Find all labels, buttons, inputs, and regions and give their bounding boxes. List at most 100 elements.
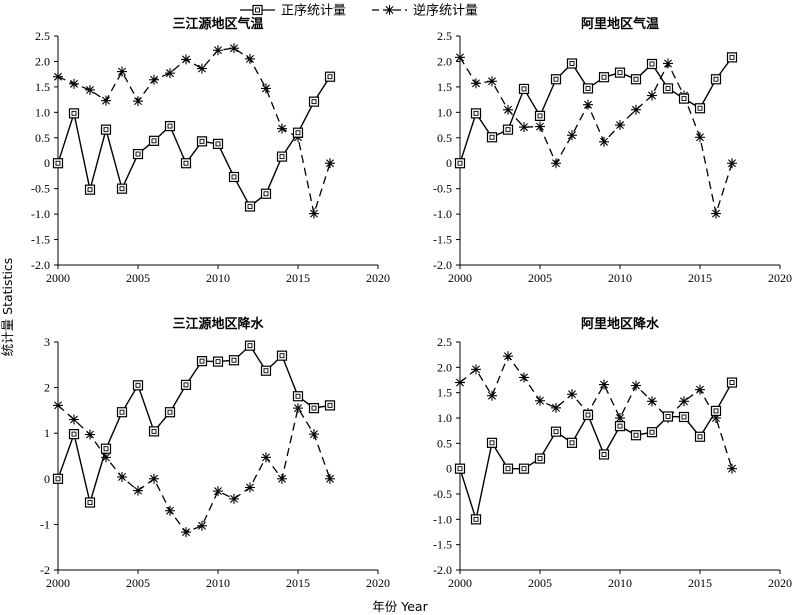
series-line-backward	[57, 47, 331, 217]
point-forward	[308, 96, 320, 107]
panel-title: 阿里地区气温	[581, 16, 659, 32]
point-backward	[101, 95, 111, 106]
panel-title: 阿里地区降水	[581, 316, 660, 332]
point-backward	[213, 45, 223, 56]
point-backward	[631, 380, 641, 391]
point-forward	[470, 108, 482, 119]
point-forward	[196, 356, 208, 367]
y-tick-label: -1.0	[433, 512, 452, 526]
y-tick-label: 0	[44, 156, 50, 170]
point-backward	[727, 463, 737, 474]
y-tick-label: 2	[44, 381, 50, 395]
point-backward	[695, 132, 705, 143]
panel-title: 三江源地区降水	[172, 316, 264, 332]
point-forward	[148, 426, 160, 437]
y-tick-label: 1.0	[437, 105, 452, 119]
point-forward	[678, 411, 690, 423]
y-tick-label: 1.0	[35, 105, 50, 119]
x-tick-label: 2005	[126, 576, 150, 590]
point-backward	[727, 158, 737, 169]
point-backward	[325, 473, 335, 484]
x-tick-label: 2020	[366, 271, 390, 285]
series-line-backward	[459, 57, 733, 217]
y-tick-label: 1	[44, 426, 50, 440]
point-backward	[85, 429, 95, 440]
point-forward	[324, 400, 336, 411]
point-forward	[260, 188, 272, 199]
chart-panel-1: 三江源地区气温 -2.0 -1.5 -1.0 -0.5 0 0.5 1.0 1.5 2.0 2.5 2…	[31, 16, 390, 285]
x-axis-label: 年份 Year	[372, 599, 428, 614]
x-tick-label: 2015	[688, 271, 712, 285]
point-backward	[117, 471, 127, 482]
panel-title: 三江源地区气温	[172, 16, 263, 32]
point-forward	[486, 132, 498, 143]
point-forward	[84, 497, 96, 508]
y-tick-label: -1	[40, 517, 50, 531]
legend-backward-label: 逆序统计量	[413, 3, 478, 19]
chart-panel-2: 阿里地区气温 -2.0 -1.5 -1.0 -0.5 0 0.5 1.0 1.5 2.0 2.5 20…	[433, 16, 792, 285]
series-line-forward	[57, 344, 331, 506]
point-backward	[149, 74, 159, 85]
point-forward	[470, 514, 482, 525]
point-forward	[454, 463, 466, 474]
point-backward	[293, 403, 303, 414]
point-forward	[212, 138, 224, 149]
point-forward	[694, 103, 706, 114]
y-tick-label: -2	[40, 563, 50, 577]
legend-backward-marker	[384, 5, 395, 15]
point-backward	[535, 121, 545, 132]
y-tick-label: 1.5	[437, 80, 452, 94]
point-forward	[52, 473, 64, 484]
y-tick-label: -2.0	[433, 258, 452, 272]
y-tick-label: -1.0	[31, 207, 50, 221]
point-forward	[100, 443, 112, 454]
point-forward	[228, 355, 240, 366]
legend-forward-marker-inner	[255, 7, 260, 13]
point-forward	[550, 74, 562, 85]
point-forward	[196, 136, 208, 147]
y-tick-label: -0.5	[31, 182, 50, 196]
y-tick-label: -1.5	[433, 233, 452, 247]
chart-panel-3: 三江源地区降水 -2 -1 0 1 2 3 2000 2005 2010 2015 2020	[40, 316, 390, 590]
point-backward	[53, 400, 63, 411]
point-forward	[84, 184, 96, 195]
point-forward	[518, 463, 530, 474]
point-backward	[213, 486, 223, 497]
point-forward	[582, 83, 594, 94]
y-tick-label: 1.5	[437, 386, 452, 400]
point-backward	[309, 429, 319, 440]
point-forward	[662, 83, 674, 94]
point-backward	[309, 208, 319, 219]
point-forward	[68, 429, 80, 440]
y-tick-label: -2.0	[433, 563, 452, 577]
point-forward	[276, 350, 288, 361]
point-backward	[229, 493, 239, 504]
series-line-forward	[459, 56, 733, 164]
point-forward	[180, 158, 192, 169]
point-forward	[52, 158, 64, 169]
point-forward	[132, 380, 144, 391]
point-backward	[503, 351, 513, 362]
y-tick-label: 0.5	[437, 436, 452, 450]
point-backward	[567, 389, 577, 400]
point-backward	[471, 78, 481, 89]
y-tick-label: -1.5	[433, 538, 452, 552]
point-forward	[164, 120, 176, 132]
point-forward	[726, 52, 738, 63]
point-backward	[535, 395, 545, 406]
point-forward	[646, 58, 658, 70]
point-backward	[245, 53, 255, 64]
point-forward	[180, 379, 192, 390]
point-forward	[486, 437, 498, 448]
y-tick-label: 0	[44, 472, 50, 486]
point-backward	[647, 90, 657, 101]
point-backward	[277, 123, 287, 134]
point-backward	[165, 505, 175, 516]
point-forward	[566, 437, 578, 448]
point-backward	[149, 473, 159, 484]
point-backward	[325, 158, 335, 169]
point-forward	[550, 426, 562, 437]
x-tick-label: 2010	[206, 271, 230, 285]
point-forward	[630, 74, 642, 85]
